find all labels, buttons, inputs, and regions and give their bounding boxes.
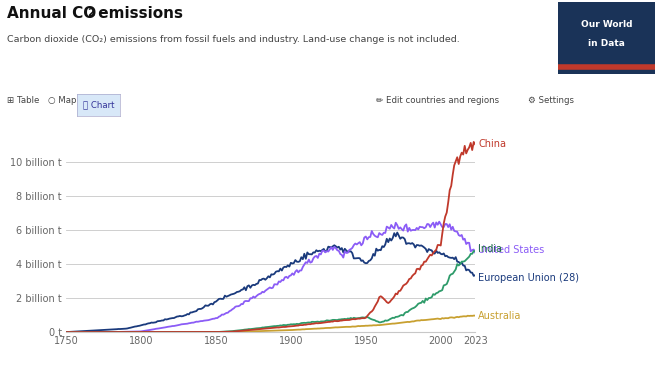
- Text: ✏ Edit countries and regions: ✏ Edit countries and regions: [376, 96, 500, 105]
- Text: ○ Map: ○ Map: [48, 96, 76, 105]
- Text: India: India: [478, 244, 502, 254]
- Text: European Union (28): European Union (28): [478, 273, 579, 283]
- Text: ⊞ Table: ⊞ Table: [7, 96, 39, 105]
- Text: 📈 Chart: 📈 Chart: [83, 101, 114, 110]
- Text: Our World: Our World: [581, 20, 632, 30]
- Text: China: China: [478, 139, 506, 149]
- Text: Australia: Australia: [478, 311, 521, 321]
- Text: 2: 2: [87, 8, 94, 18]
- Text: United States: United States: [478, 245, 544, 255]
- Text: in Data: in Data: [588, 39, 625, 48]
- Text: Carbon dioxide (CO₂) emissions from fossil fuels and industry. Land-use change i: Carbon dioxide (CO₂) emissions from foss…: [7, 35, 459, 44]
- Text: emissions: emissions: [93, 6, 183, 21]
- Text: ⚙ Settings: ⚙ Settings: [528, 96, 574, 105]
- Text: Annual CO: Annual CO: [7, 6, 96, 21]
